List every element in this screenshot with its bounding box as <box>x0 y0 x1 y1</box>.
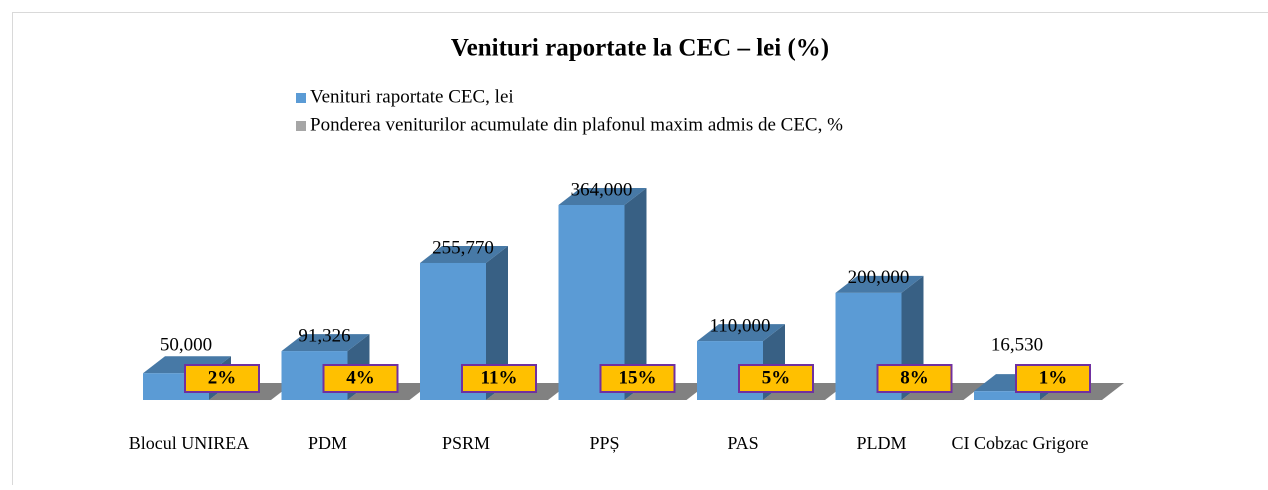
x-tick-label: PPȘ <box>589 433 619 453</box>
legend-swatch <box>296 93 306 103</box>
data-label: 8% <box>900 367 929 388</box>
data-label: 1% <box>1039 367 1068 388</box>
data-label: 50,000 <box>160 334 212 355</box>
legend-swatch <box>296 121 306 131</box>
x-tick-label: Blocul UNIREA <box>129 433 250 453</box>
x-tick-label: PDM <box>308 433 347 453</box>
x-tick-label: PLDM <box>856 433 906 453</box>
data-label: 255,770 <box>432 237 494 258</box>
data-label: 2% <box>208 367 237 388</box>
data-label: 11% <box>481 367 518 388</box>
data-label: 15% <box>619 367 657 388</box>
legend-label: Venituri raportate CEC, lei <box>310 86 514 107</box>
x-tick-label: PSRM <box>442 433 490 453</box>
data-label: 91,326 <box>298 325 350 346</box>
chart-title: Venituri raportate la CEC – lei (%) <box>451 35 829 62</box>
x-tick-label: PAS <box>727 433 758 453</box>
data-label: 364,000 <box>571 179 633 200</box>
data-label: 5% <box>762 367 791 388</box>
data-label: 110,000 <box>709 315 770 336</box>
data-label: 16,530 <box>991 334 1043 355</box>
data-label: 200,000 <box>848 267 910 288</box>
legend-label: Ponderea veniturilor acumulate din plafo… <box>310 114 843 135</box>
x-tick-label: CI Cobzac Grigore <box>952 433 1089 453</box>
data-label: 4% <box>346 367 375 388</box>
